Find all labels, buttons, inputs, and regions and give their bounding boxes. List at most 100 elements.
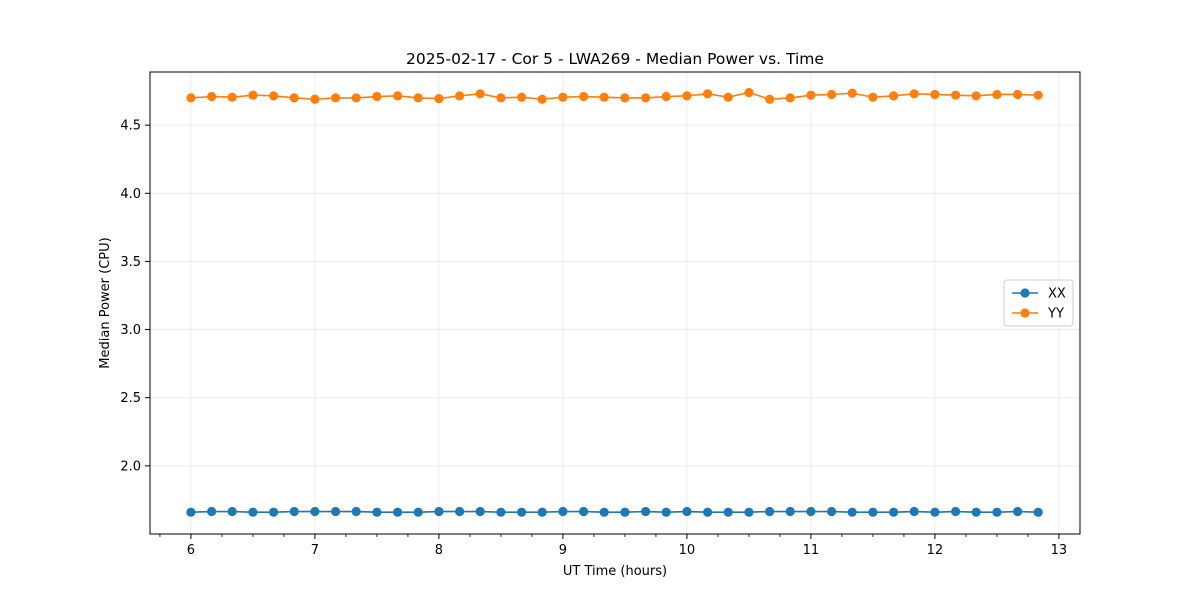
data-point-yy bbox=[517, 92, 527, 102]
x-tick-label: 8 bbox=[435, 543, 443, 558]
data-point-xx bbox=[434, 506, 444, 517]
data-point-xx bbox=[765, 506, 775, 517]
data-point-xx bbox=[889, 507, 899, 517]
data-point-yy bbox=[951, 90, 961, 100]
legend-label: XX bbox=[1048, 287, 1066, 302]
data-point-yy bbox=[310, 94, 320, 104]
data-point-xx bbox=[579, 506, 589, 517]
data-point-yy bbox=[269, 91, 279, 101]
data-point-xx bbox=[289, 506, 299, 517]
data-point-yy bbox=[207, 91, 217, 102]
data-point-yy bbox=[227, 92, 237, 102]
legend-label: YY bbox=[1047, 307, 1064, 322]
legend-swatch-marker bbox=[1020, 288, 1030, 298]
data-point-yy bbox=[455, 91, 465, 101]
data-point-yy bbox=[331, 93, 341, 103]
y-tick-label: 4.5 bbox=[120, 119, 141, 134]
data-point-xx bbox=[806, 506, 816, 517]
data-point-yy bbox=[661, 91, 671, 102]
data-point-yy bbox=[703, 89, 713, 99]
data-point-xx bbox=[785, 506, 795, 517]
data-point-xx bbox=[847, 507, 857, 517]
data-point-xx bbox=[351, 506, 361, 517]
y-tick-label: 2.5 bbox=[120, 391, 141, 406]
axes: 6 7 8 9 10 11 12 13 2.0 2.5 3.0 3.5 4.0 4.5 bbox=[120, 71, 1081, 558]
legend-item-yy: YY bbox=[1012, 307, 1064, 322]
data-point-xx bbox=[393, 507, 403, 517]
x-tick-label: 9 bbox=[559, 543, 567, 558]
data-point-yy bbox=[248, 90, 258, 100]
data-point-yy bbox=[930, 89, 940, 100]
data-point-xx bbox=[496, 507, 506, 517]
data-point-yy bbox=[785, 93, 795, 103]
data-point-yy bbox=[558, 92, 568, 102]
legend-item-xx: XX bbox=[1012, 287, 1066, 302]
data-point-yy bbox=[620, 93, 630, 103]
data-point-xx bbox=[992, 507, 1002, 517]
series-layer bbox=[186, 87, 1043, 517]
data-point-yy bbox=[1013, 89, 1023, 100]
data-point-yy bbox=[434, 93, 444, 104]
data-point-xx bbox=[661, 507, 671, 517]
y-tick-label: 3.0 bbox=[120, 323, 141, 338]
data-point-xx bbox=[207, 506, 217, 517]
data-point-yy bbox=[909, 89, 919, 99]
x-tick-label: 6 bbox=[187, 543, 195, 558]
data-point-xx bbox=[744, 507, 754, 517]
data-point-yy bbox=[413, 93, 423, 103]
grid bbox=[150, 72, 1080, 534]
x-tick-label: 10 bbox=[679, 543, 696, 558]
data-point-yy bbox=[765, 94, 775, 104]
data-point-xx bbox=[186, 507, 196, 517]
data-point-xx bbox=[331, 506, 341, 517]
data-point-xx bbox=[599, 507, 609, 517]
data-point-xx bbox=[827, 506, 837, 517]
data-point-xx bbox=[1013, 506, 1023, 517]
data-point-yy bbox=[827, 89, 837, 100]
data-point-yy bbox=[868, 92, 878, 102]
data-point-yy bbox=[351, 93, 361, 103]
data-point-xx bbox=[703, 507, 713, 517]
data-point-yy bbox=[475, 89, 485, 99]
legend: XX YY bbox=[1003, 279, 1074, 327]
data-point-xx bbox=[517, 507, 527, 517]
data-point-xx bbox=[455, 506, 465, 517]
plot-frame bbox=[149, 71, 1081, 535]
data-point-xx bbox=[413, 507, 423, 517]
x-axis-label: UT Time (hours) bbox=[563, 564, 667, 579]
data-point-yy bbox=[641, 93, 651, 103]
data-point-xx bbox=[475, 506, 485, 517]
x-tick-label: 7 bbox=[311, 543, 319, 558]
data-point-yy bbox=[971, 91, 981, 101]
data-point-yy bbox=[393, 91, 403, 101]
data-point-yy bbox=[372, 91, 382, 102]
data-point-xx bbox=[641, 506, 651, 517]
data-point-yy bbox=[537, 94, 547, 104]
data-point-yy bbox=[579, 91, 589, 102]
data-point-xx bbox=[372, 507, 382, 517]
data-point-yy bbox=[806, 90, 816, 100]
data-point-xx bbox=[310, 506, 320, 517]
data-point-yy bbox=[744, 87, 754, 98]
data-point-xx bbox=[723, 507, 733, 517]
data-point-xx bbox=[682, 506, 692, 517]
series-xx bbox=[186, 506, 1043, 517]
data-point-xx bbox=[951, 506, 961, 517]
data-point-xx bbox=[868, 507, 878, 517]
data-point-yy bbox=[682, 91, 692, 101]
data-point-yy bbox=[723, 92, 733, 102]
data-point-xx bbox=[227, 506, 237, 517]
x-tick-label: 11 bbox=[803, 543, 820, 558]
data-point-yy bbox=[1033, 90, 1043, 100]
x-tick-label: 12 bbox=[927, 543, 944, 558]
data-point-xx bbox=[1033, 507, 1043, 517]
y-tick-label: 2.0 bbox=[120, 459, 141, 474]
chart-title: 2025-02-17 - Cor 5 - LWA269 - Median Pow… bbox=[406, 50, 824, 68]
series-yy bbox=[186, 87, 1043, 104]
data-point-yy bbox=[889, 91, 899, 101]
y-tick-label: 4.0 bbox=[120, 187, 141, 202]
data-point-xx bbox=[971, 507, 981, 517]
data-point-yy bbox=[496, 93, 506, 103]
